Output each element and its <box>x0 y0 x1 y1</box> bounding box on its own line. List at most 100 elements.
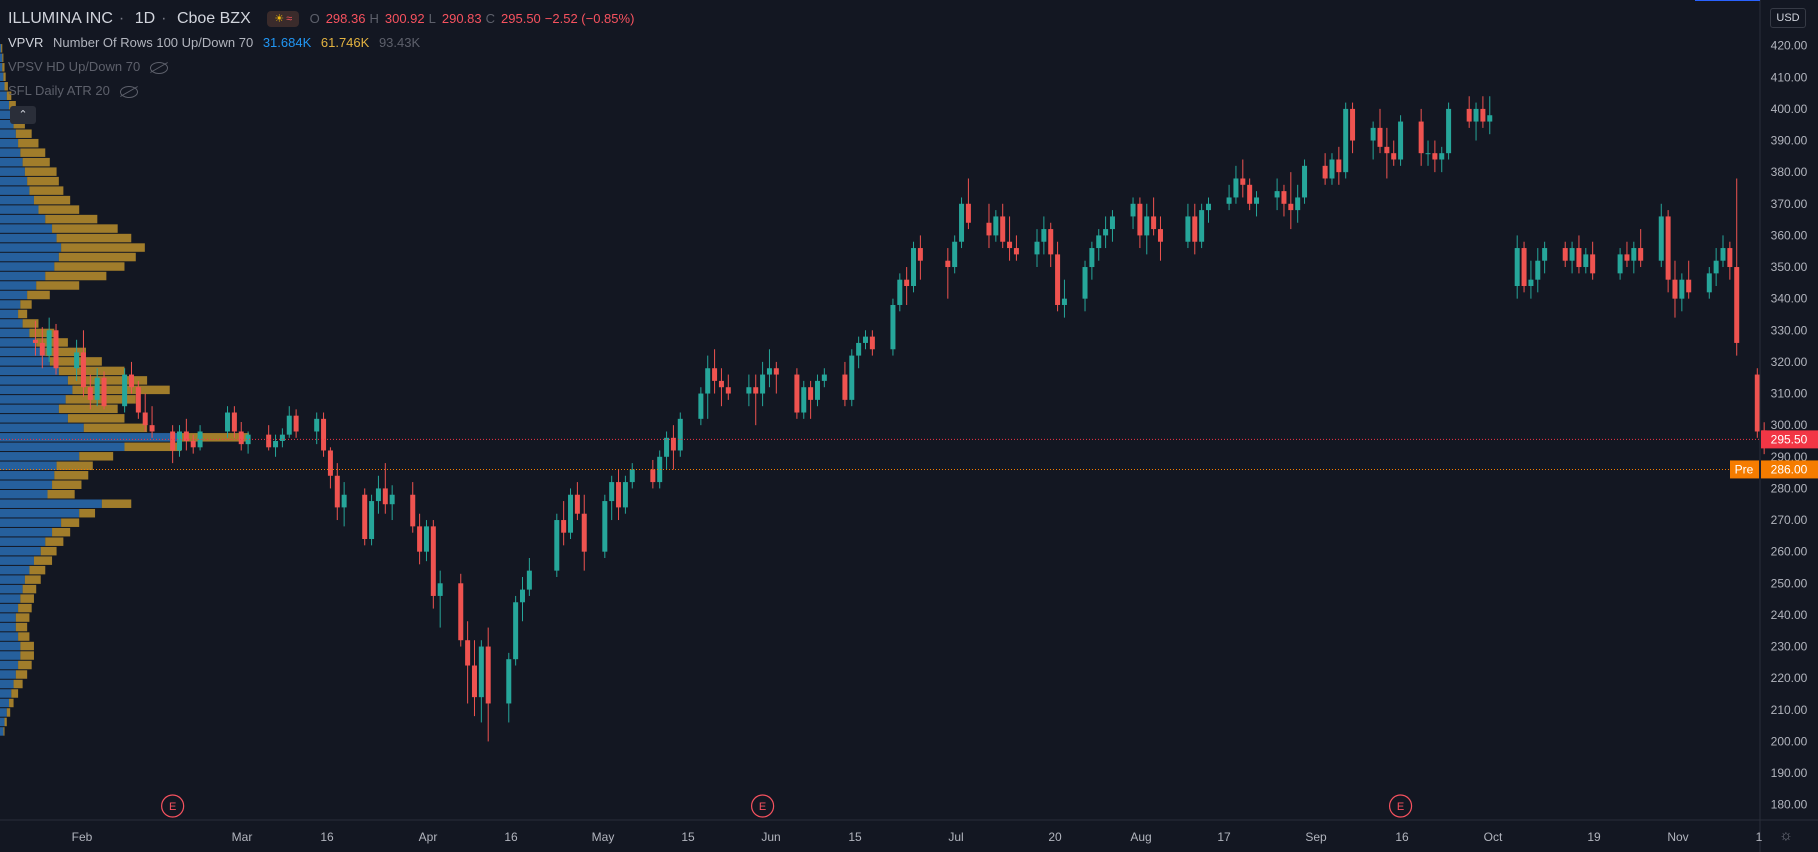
candle-body <box>87 387 93 400</box>
volume-profile-up-bar <box>0 480 53 489</box>
price-tick-label: 420.00 <box>1771 39 1808 53</box>
volume-profile-up-bar <box>0 584 23 594</box>
candle-body <box>1061 298 1067 305</box>
candle-body <box>1007 241 1013 249</box>
volume-profile-up-bar <box>0 376 68 385</box>
candle-body <box>149 425 155 432</box>
volume-profile <box>0 44 249 736</box>
indicator-atr[interactable]: SFL Daily ATR 20 <box>8 83 144 98</box>
candle-body <box>1384 146 1390 154</box>
candle-body <box>369 501 375 540</box>
symbol-legend[interactable]: ILLUMINA INC · 1D · Cboe BZX ☀ ≈ O 298.36 H 30… <box>8 10 646 28</box>
earnings-marker[interactable]: E <box>1388 794 1413 818</box>
volume-profile-down-bar <box>47 489 75 499</box>
candle-body <box>1192 216 1198 242</box>
volume-profile-up-bar <box>0 433 182 442</box>
sun-icon: ☀ <box>274 12 285 25</box>
volume-profile-up-bar <box>0 423 84 433</box>
candle-body <box>616 482 622 508</box>
time-tick-label: 19 <box>1587 830 1601 844</box>
price-tick-label: 290.00 <box>1771 450 1808 464</box>
time-tick-label: Mar <box>232 830 253 844</box>
volume-profile-up-bar <box>0 82 5 91</box>
candle-body <box>238 431 244 445</box>
candle-body <box>574 494 580 514</box>
volume-profile-down-bar <box>52 527 71 537</box>
volume-profile-up-bar <box>0 91 7 100</box>
volume-profile-down-bar <box>101 499 132 508</box>
candle-body <box>1274 191 1280 198</box>
candle-body <box>197 431 203 448</box>
candle-body <box>520 589 525 603</box>
candle-body <box>1665 216 1671 280</box>
candle-body <box>1542 248 1548 261</box>
earnings-circle <box>1388 794 1413 818</box>
candle-body <box>849 355 855 400</box>
candle-body <box>1727 248 1733 268</box>
price-tick-label: 370.00 <box>1771 197 1808 211</box>
candle-body <box>1398 121 1404 160</box>
indicator-vpsv[interactable]: VPSV HD Up/Down 70 <box>8 59 174 74</box>
gear-icon[interactable]: ☼ <box>1779 827 1793 844</box>
hidden-eye-icon[interactable] <box>149 61 168 74</box>
candle-body <box>314 418 320 432</box>
indicator-vpvr[interactable]: VPVR Number Of Rows 100 Up/Down 70 31.68… <box>8 35 426 50</box>
exchange-label: Cboe BZX <box>176 10 251 27</box>
volume-profile-up-bar <box>0 670 16 679</box>
price-tick-label: 230.00 <box>1771 640 1808 654</box>
candle-body <box>74 352 80 369</box>
candle-body <box>1302 165 1308 198</box>
price-scale[interactable]: 420.00 410.00 400.00 390.00 380.00 370.00 360.… <box>1695 0 1818 852</box>
pre-market-price-label: 286.00 <box>1771 462 1808 476</box>
volume-profile-down-bar <box>15 622 28 632</box>
candle-body <box>821 374 827 381</box>
earnings-marker[interactable]: E <box>750 794 775 818</box>
candle-body <box>506 659 512 704</box>
volume-profile-down-bar <box>29 186 64 195</box>
volume-profile-down-bar <box>124 442 182 452</box>
candle-body <box>1240 178 1246 185</box>
collapse-legend-button[interactable]: ⌃ <box>10 106 36 124</box>
candle-body <box>1000 216 1006 242</box>
time-tick-label: Jun <box>761 830 780 844</box>
price-tick-label: 240.00 <box>1771 608 1808 622</box>
earnings-circle <box>750 794 775 818</box>
candle-body <box>437 583 443 596</box>
earnings-marker[interactable]: E <box>161 794 185 818</box>
volume-profile-down-bar <box>67 414 125 423</box>
time-scale[interactable]: Feb Mar 16 Apr 16 May 15 Jun 15 Jul 20 Aug 17 Sep 16 Oc… <box>0 819 1818 844</box>
candle-body <box>698 393 704 419</box>
volume-profile-down-bar <box>4 717 7 727</box>
currency-badge[interactable]: USD <box>1770 8 1806 28</box>
candle-body <box>1288 203 1294 211</box>
time-tick-label: 16 <box>504 830 518 844</box>
candle-body <box>1157 229 1163 242</box>
price-tick-label: 390.00 <box>1771 134 1808 148</box>
session-flags[interactable]: ☀ ≈ <box>267 10 300 27</box>
volume-profile-down-bar <box>45 347 86 357</box>
candle-body <box>568 494 574 533</box>
pre-market-tag-label: Pre <box>1735 462 1754 476</box>
candle-body <box>753 387 759 394</box>
volume-profile-up-bar <box>0 262 55 271</box>
candle-body <box>952 241 958 268</box>
volume-profile-down-bar <box>83 423 148 433</box>
last-price-label: 295.50 <box>1771 432 1808 446</box>
volume-profile-down-bar <box>29 565 46 575</box>
candle-body <box>183 431 189 441</box>
hidden-eye-icon[interactable] <box>119 85 138 98</box>
candle-body <box>46 330 52 356</box>
volume-profile-up-bar <box>0 708 7 717</box>
candle-body <box>1617 254 1623 274</box>
candle-body <box>471 665 477 698</box>
volume-profile-up-bar <box>0 679 14 689</box>
last-price-badge <box>1761 430 1818 449</box>
price-tick-label: 330.00 <box>1771 323 1808 337</box>
volume-profile-up-bar <box>0 546 41 556</box>
volume-profile-up-bar <box>0 442 125 452</box>
time-tick-label: May <box>592 830 615 844</box>
candle-body <box>808 387 814 400</box>
volume-profile-up-bar <box>0 717 5 727</box>
time-tick-label: 15 <box>848 830 862 844</box>
